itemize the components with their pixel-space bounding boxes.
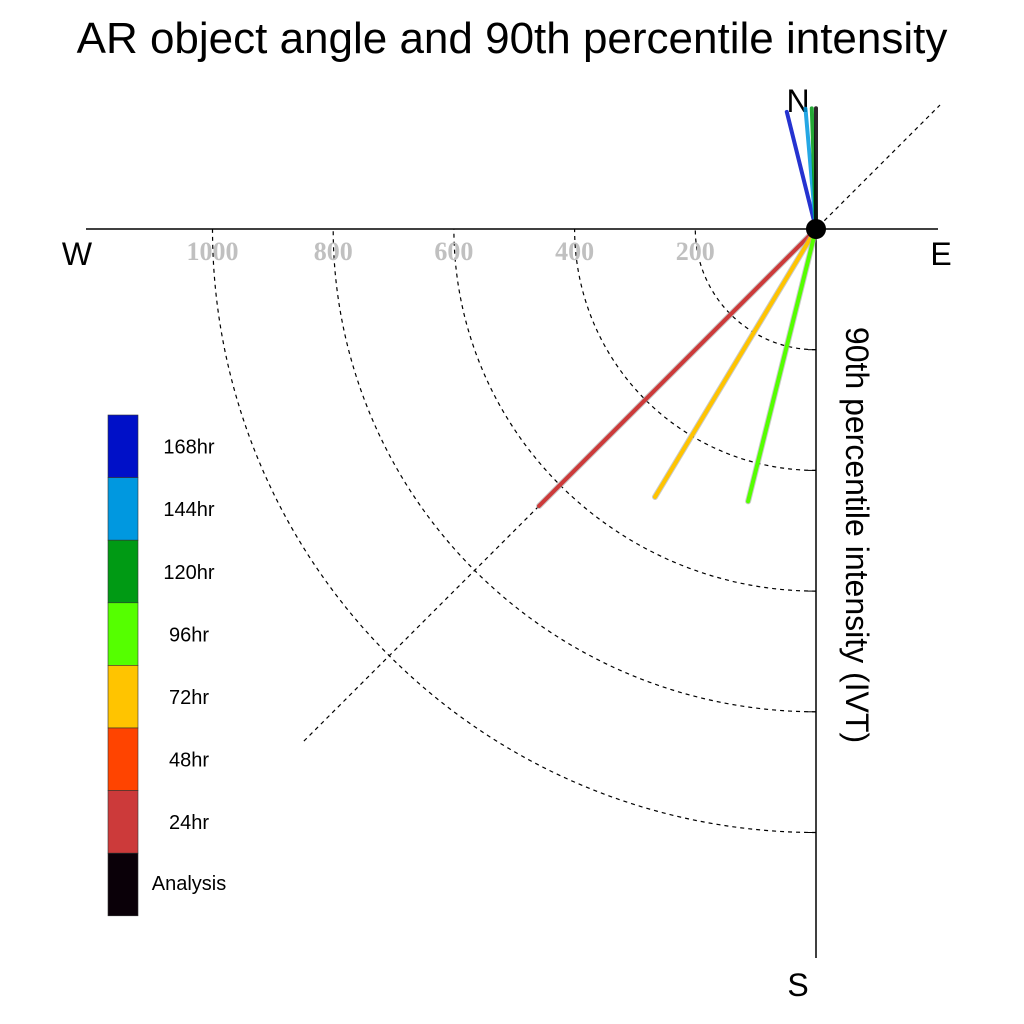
legend-swatch-168hr bbox=[107, 414, 139, 478]
compass-south: S bbox=[787, 967, 808, 1003]
compass-west: W bbox=[62, 236, 93, 272]
legend-swatch-144hr bbox=[107, 477, 139, 541]
vector-72hr bbox=[652, 227, 818, 499]
vector-168hr bbox=[784, 109, 818, 231]
legend-label-analysis: Analysis bbox=[152, 873, 226, 895]
legend-swatch-analysis bbox=[107, 852, 139, 917]
axes-layer bbox=[86, 228, 938, 958]
tick-label-400: 400 bbox=[555, 237, 594, 266]
legend-label-48hr: 48hr bbox=[169, 750, 209, 772]
grid-arc-200 bbox=[694, 228, 817, 351]
legend-swatch-48hr bbox=[107, 727, 139, 791]
tick-label-800: 800 bbox=[314, 237, 353, 266]
vector-24hr bbox=[537, 227, 818, 508]
vector-96hr bbox=[746, 227, 818, 504]
vector-layer bbox=[536, 106, 826, 509]
legend: 168hr 144hr 120hr 96hr 72hr 48hr 24hr Analysis bbox=[107, 414, 226, 917]
tick-labels: 200 400 600 800 1000 bbox=[187, 237, 715, 266]
legend-swatch-120hr bbox=[107, 539, 139, 604]
legend-swatch-24hr bbox=[107, 790, 139, 854]
legend-label-72hr: 72hr bbox=[169, 687, 209, 709]
tick-label-200: 200 bbox=[676, 237, 715, 266]
y-axis-label: 90th percentile intensity (IVT) bbox=[839, 327, 875, 743]
compass-east: E bbox=[930, 236, 951, 272]
tick-label-1000: 1000 bbox=[187, 237, 239, 266]
tick-label-600: 600 bbox=[434, 237, 473, 266]
legend-label-120hr: 120hr bbox=[163, 562, 214, 584]
legend-swatch-96hr bbox=[107, 602, 139, 666]
legend-label-96hr: 96hr bbox=[169, 624, 209, 646]
legend-label-144hr: 144hr bbox=[163, 499, 214, 521]
center-point bbox=[806, 219, 826, 239]
chart-title: AR object angle and 90th percentile inte… bbox=[76, 14, 948, 63]
legend-swatch-72hr bbox=[107, 665, 139, 729]
legend-label-24hr: 24hr bbox=[169, 812, 209, 834]
legend-label-168hr: 168hr bbox=[163, 437, 214, 459]
